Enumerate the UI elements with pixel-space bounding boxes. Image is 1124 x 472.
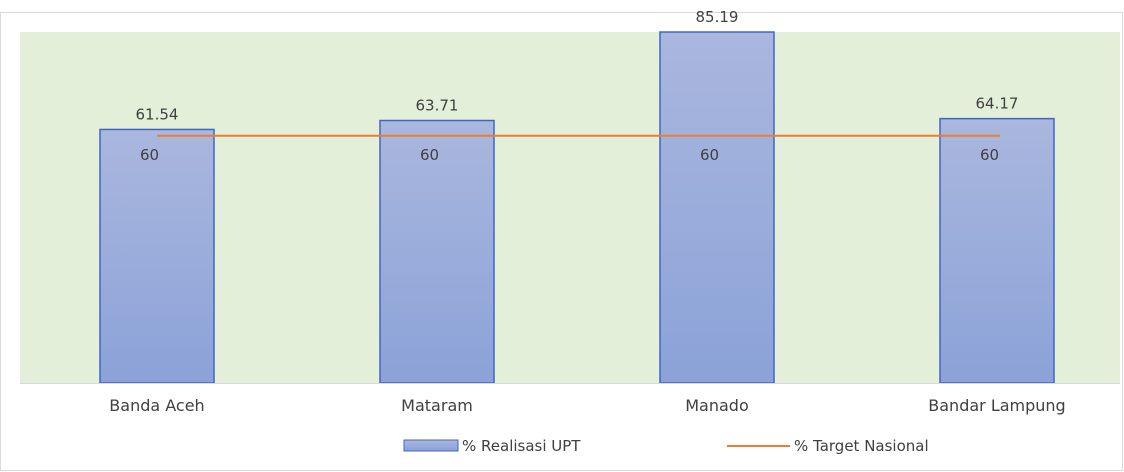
bar-data-label: 61.54: [136, 105, 179, 123]
legend-line-label: % Target Nasional: [794, 437, 929, 455]
line-data-labels: 60 60 60 60: [140, 146, 999, 164]
x-tick-label: Manado: [685, 396, 749, 415]
bar-data-label: 85.19: [696, 8, 739, 26]
bar: [99, 128, 215, 384]
bar: [939, 117, 1055, 384]
line-data-label: 60: [420, 146, 439, 164]
line-data-label: 60: [980, 146, 999, 164]
bar-data-label: 63.71: [416, 97, 459, 115]
legend-bar-swatch: [403, 439, 459, 452]
x-tick-label: Bandar Lampung: [928, 396, 1065, 415]
bar-data-label: 64.17: [976, 95, 1019, 113]
x-tick-label: Banda Aceh: [109, 396, 204, 415]
line-data-label: 60: [140, 146, 159, 164]
x-tick-label: Mataram: [401, 396, 473, 415]
bar-series: [99, 31, 1055, 384]
legend-bar-label: % Realisasi UPT: [462, 437, 581, 455]
x-axis-tick-labels: Banda Aceh Mataram Manado Bandar Lampung: [109, 396, 1065, 415]
bar: [659, 31, 775, 384]
bar: [379, 119, 495, 384]
line-data-label: 60: [700, 146, 719, 164]
legend: % Realisasi UPT % Target Nasional: [403, 437, 929, 455]
bar-data-labels: 61.54 63.71 85.19 64.17: [136, 8, 1019, 123]
chart-frame: [0, 12, 1123, 471]
